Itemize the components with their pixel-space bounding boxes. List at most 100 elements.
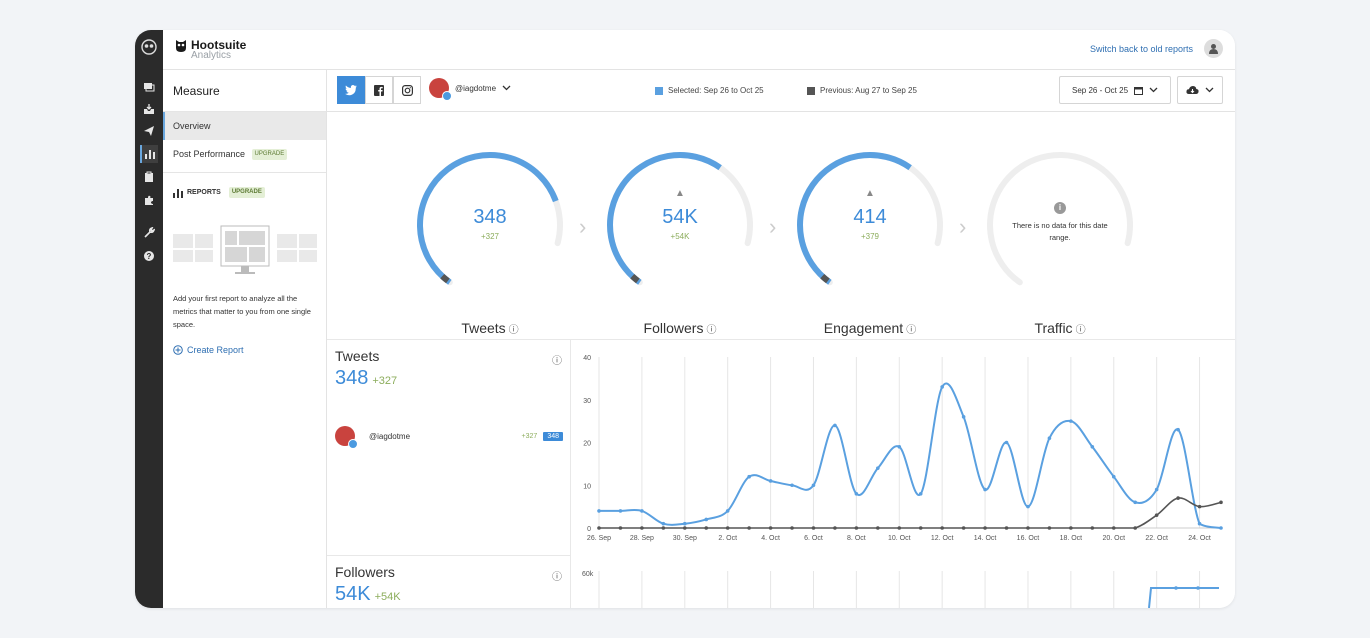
data-point[interactable]	[618, 509, 623, 513]
data-point[interactable]	[1069, 419, 1073, 423]
data-point[interactable]	[897, 444, 902, 449]
facebook-tab[interactable]	[365, 76, 393, 104]
upgrade-badge: UPGRADE	[228, 187, 265, 198]
owl-logo-icon[interactable]	[140, 38, 158, 56]
data-point[interactable]	[1197, 504, 1202, 509]
gauge-engagement[interactable]: ▲ 414 +379 Engagement ⓘ	[795, 150, 945, 336]
data-point[interactable]	[1154, 513, 1159, 517]
streams-icon[interactable]	[140, 78, 158, 96]
help-icon[interactable]: ⓘ	[906, 325, 917, 336]
data-point[interactable]	[704, 517, 709, 522]
data-point[interactable]	[1004, 526, 1009, 530]
data-point[interactable]	[725, 526, 730, 530]
export-button[interactable]	[1177, 76, 1223, 104]
data-point[interactable]	[1219, 500, 1223, 505]
publish-icon[interactable]	[140, 122, 158, 140]
data-point[interactable]	[1004, 440, 1009, 445]
gauge-tweets[interactable]: 348 +327 Tweets ⓘ	[415, 150, 565, 336]
data-point[interactable]	[918, 526, 923, 530]
data-point[interactable]	[682, 521, 687, 526]
data-point[interactable]	[1219, 526, 1223, 530]
ytick-label: 10	[583, 483, 591, 490]
data-point[interactable]	[854, 492, 859, 496]
data-point[interactable]	[940, 385, 944, 389]
data-point[interactable]	[876, 466, 880, 470]
help-icon[interactable]: ⓘ	[508, 325, 519, 336]
data-point[interactable]	[940, 526, 944, 530]
inbox-icon[interactable]	[140, 100, 158, 118]
account-selector[interactable]: @iagdotme	[429, 78, 511, 101]
data-point[interactable]	[1069, 526, 1073, 530]
help-icon[interactable]: ⓘ	[552, 356, 562, 367]
data-point[interactable]	[1111, 474, 1116, 479]
twitter-tab[interactable]	[337, 76, 365, 104]
data-point[interactable]	[790, 526, 794, 530]
gauge-traffic[interactable]: i There is no data for this date range. …	[985, 150, 1135, 336]
instagram-tab[interactable]	[393, 76, 421, 104]
data-point[interactable]	[661, 526, 666, 530]
data-point[interactable]	[597, 526, 601, 530]
gauge-delta: +327	[480, 232, 500, 241]
data-point[interactable]	[876, 526, 880, 530]
data-point[interactable]	[833, 526, 837, 530]
account-row[interactable]: @iagdotme +327 348	[335, 425, 563, 449]
data-point[interactable]	[1197, 521, 1202, 526]
data-point[interactable]	[961, 526, 966, 530]
sidebar-item-overview[interactable]: Overview	[163, 112, 326, 140]
data-point[interactable]	[1133, 500, 1138, 505]
data-point[interactable]	[1026, 526, 1030, 530]
data-point[interactable]	[1176, 427, 1180, 432]
help-icon[interactable]: ⓘ	[706, 325, 717, 336]
data-point[interactable]	[918, 492, 923, 496]
help-icon[interactable]: ⓘ	[552, 572, 562, 583]
data-point[interactable]	[682, 526, 687, 530]
xtick-label: 14. Oct	[974, 535, 997, 542]
data-point[interactable]	[618, 526, 623, 530]
data-point[interactable]	[661, 521, 666, 526]
reports-illustration	[173, 224, 317, 274]
data-point[interactable]	[725, 509, 730, 513]
assignments-icon[interactable]	[140, 168, 158, 186]
data-point[interactable]	[1133, 526, 1138, 530]
data-point[interactable]	[983, 526, 987, 530]
data-point[interactable]	[704, 526, 709, 530]
tools-wrench-icon[interactable]	[140, 224, 158, 242]
data-point[interactable]	[747, 526, 751, 530]
data-point[interactable]	[1090, 526, 1095, 530]
data-point[interactable]	[1026, 504, 1030, 509]
data-point[interactable]	[790, 483, 794, 488]
data-point[interactable]	[1111, 526, 1116, 530]
data-point[interactable]	[768, 526, 773, 530]
analytics-icon[interactable]	[140, 145, 158, 163]
data-point[interactable]	[897, 526, 902, 530]
data-point[interactable]	[1154, 487, 1159, 492]
help-icon[interactable]: ?	[140, 247, 158, 265]
data-point[interactable]	[768, 479, 773, 483]
hootsuite-logo[interactable]: Hootsuite Analytics	[175, 39, 246, 61]
date-range-picker[interactable]: Sep 26 - Oct 25	[1059, 76, 1171, 104]
xtick-label: 16. Oct	[1017, 535, 1040, 542]
data-point[interactable]	[961, 415, 966, 419]
data-point[interactable]	[640, 526, 644, 530]
sidebar-item-post-performance[interactable]: Post Performance UPGRADE	[163, 140, 326, 168]
data-point[interactable]	[1047, 436, 1052, 441]
data-point[interactable]	[811, 483, 816, 488]
gauge-followers[interactable]: ▲ 54K +54K Followers ⓘ	[605, 150, 755, 336]
data-point[interactable]	[854, 526, 859, 530]
data-point[interactable]	[833, 423, 837, 428]
data-point[interactable]	[1176, 496, 1180, 500]
user-avatar[interactable]	[1204, 39, 1223, 58]
data-point[interactable]	[1090, 444, 1095, 449]
legend-previous: Previous: Aug 27 to Sep 25	[807, 86, 917, 95]
switch-old-reports-link[interactable]: Switch back to old reports	[1089, 44, 1193, 54]
panel-delta: +327	[372, 375, 398, 387]
data-point[interactable]	[983, 487, 987, 492]
data-point[interactable]	[747, 474, 751, 479]
help-icon[interactable]: ⓘ	[1075, 325, 1086, 336]
data-point[interactable]	[597, 509, 601, 513]
create-report-link[interactable]: Create Report	[173, 345, 316, 355]
data-point[interactable]	[811, 526, 816, 530]
data-point[interactable]	[640, 509, 644, 513]
apps-puzzle-icon[interactable]	[140, 191, 158, 209]
data-point[interactable]	[1047, 526, 1052, 530]
